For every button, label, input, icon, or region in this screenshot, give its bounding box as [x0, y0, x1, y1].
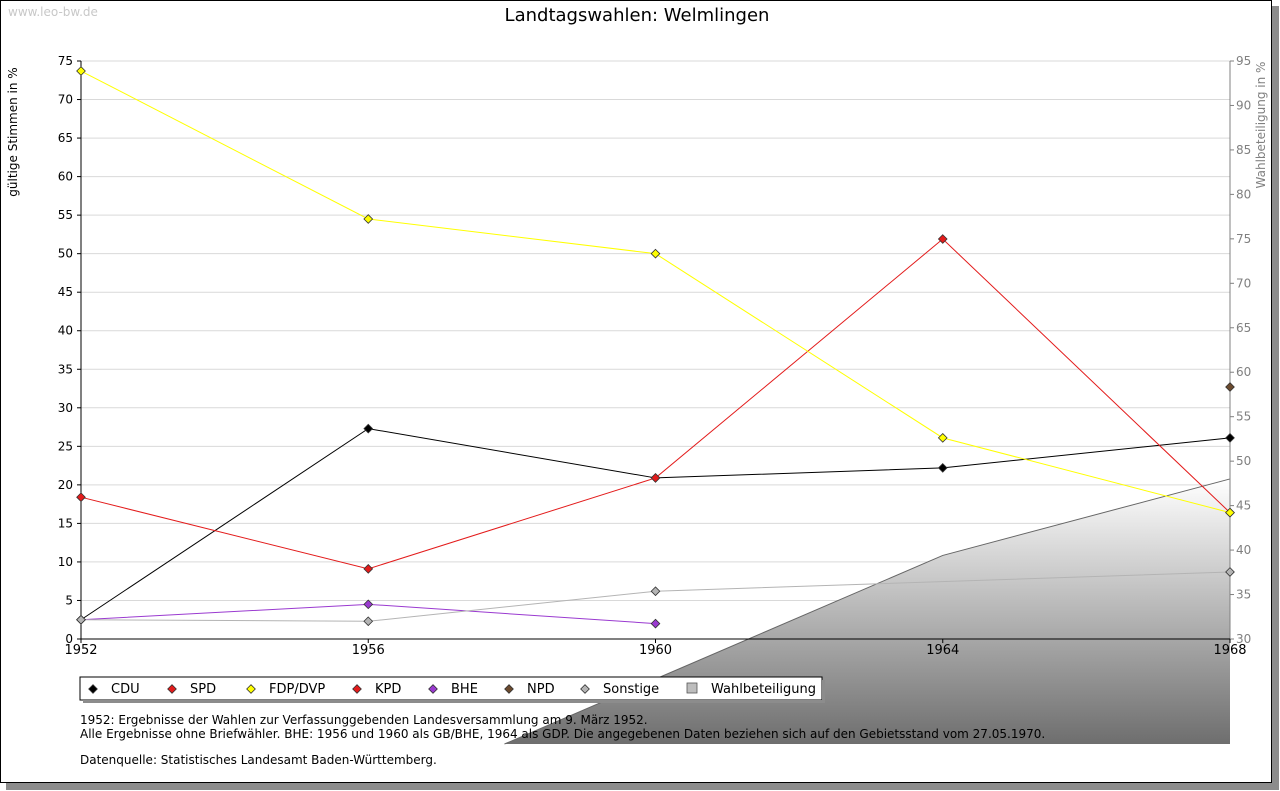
point-spd-1952	[76, 492, 86, 503]
point-fdp-dvp-1952	[76, 66, 86, 76]
y-tick-label-50: 50	[58, 247, 73, 261]
legend-label-npd: NPD	[527, 682, 555, 697]
y-tick-label-45: 45	[58, 285, 73, 299]
source-note: Datenquelle: Statistisches Landesamt Bad…	[80, 753, 437, 767]
point-fdp-dvp-1956	[363, 214, 374, 224]
legend-label-sonstige: Sonstige	[603, 682, 659, 697]
turnout-line	[504, 478, 1231, 745]
point-cdu-1964	[937, 463, 948, 473]
point-sonstige-1956	[363, 616, 374, 627]
y2-tick-label-85: 85	[1236, 143, 1251, 157]
point-fdp-dvp-1964	[937, 432, 948, 443]
series-line-spd	[80, 238, 1231, 570]
y-tick-label-60: 60	[58, 170, 73, 184]
y2-tick-label-50: 50	[1236, 454, 1251, 468]
y2-tick-label-40: 40	[1236, 543, 1251, 557]
watermark: www.leo-bw.de	[8, 5, 98, 19]
point-spd-1960	[650, 473, 661, 483]
y-tick-label-40: 40	[58, 324, 73, 338]
series-points	[76, 66, 1235, 629]
point-cdu-1968	[1225, 432, 1235, 443]
legend-marker-cdu	[88, 684, 98, 694]
y2-tick-label-90: 90	[1236, 98, 1251, 112]
point-fdp-dvp-1960	[650, 248, 661, 259]
y2-tick-label-80: 80	[1236, 187, 1251, 201]
y2-tick-label-35: 35	[1236, 588, 1251, 602]
legend-shadow-bottom	[83, 700, 824, 703]
legend-marker-fdp-dvp	[246, 684, 256, 694]
y2-tick-label-95: 95	[1236, 54, 1251, 68]
x-tick-label-1964: 1964	[926, 643, 959, 658]
x-tick-label-1968: 1968	[1213, 643, 1246, 658]
y2-tick-label-75: 75	[1236, 232, 1251, 246]
y2-tick-label-65: 65	[1236, 321, 1251, 335]
y2-axis-label: Wahlbeteiligung in %	[1254, 62, 1268, 189]
x-tick-label-1956: 1956	[352, 643, 385, 658]
legend-marker-wahlbeteiligung	[686, 682, 698, 694]
y2-tick-label-55: 55	[1236, 410, 1251, 424]
note-line-2: Alle Ergebnisse ohne Briefwähler. BHE: 1…	[80, 727, 1045, 741]
note-line-1: 1952: Ergebnisse der Wahlen zur Verfassu…	[80, 713, 648, 727]
point-sonstige-1960	[650, 586, 661, 597]
legend-label-cdu: CDU	[111, 682, 140, 697]
point-sonstige-1952	[76, 614, 86, 625]
y-tick-label-70: 70	[58, 93, 73, 107]
legend-label-kpd: KPD	[375, 682, 401, 697]
y2-tick-label-45: 45	[1236, 499, 1251, 513]
legend-label-fdp-dvp: FDP/DVP	[269, 682, 325, 697]
y2-tick-label-30: 30	[1236, 632, 1251, 646]
y-tick-label-55: 55	[58, 208, 73, 222]
y-tick-label-5: 5	[65, 593, 73, 607]
legend-shadow-right	[822, 680, 825, 703]
x-tick-label-1960: 1960	[639, 643, 672, 658]
y2-tick-label-70: 70	[1236, 276, 1251, 290]
y-tick-label-25: 25	[58, 439, 73, 453]
y-tick-label-30: 30	[58, 401, 73, 415]
y-tick-label-65: 65	[58, 131, 73, 145]
y2-tick-label-60: 60	[1236, 365, 1251, 379]
frame-shadow-right	[1272, 6, 1279, 790]
chart-title: Landtagswahlen: Welmlingen	[505, 5, 770, 26]
point-spd-1956	[363, 564, 374, 574]
point-spd-1964	[937, 234, 948, 244]
y-axis-label: gültige Stimmen in %	[6, 67, 20, 196]
legend-marker-npd	[504, 684, 514, 694]
point-fdp-dvp-1968	[1225, 507, 1235, 518]
legend-marker-spd	[167, 684, 177, 694]
y-tick-label-0: 0	[65, 632, 73, 646]
legend-marker-kpd	[352, 684, 362, 694]
y-tick-label-75: 75	[58, 54, 73, 68]
legend-label-spd: SPD	[190, 682, 216, 697]
y-tick-label-10: 10	[58, 555, 73, 569]
y-tick-label-35: 35	[58, 362, 73, 376]
point-bhe-1956	[363, 599, 374, 610]
frame-shadow-bottom	[6, 783, 1279, 790]
point-npd-1968	[1225, 382, 1235, 392]
axes: 0 5 10 15 20 25 30 35 40 45 50 55 60 65 70 75 30 35 40 45 50…	[58, 54, 1252, 658]
legend-marker-sonstige	[580, 684, 590, 694]
legend: CDU SPD FDP/DVP KPD BHE NPD Sonstige Wahlbeteil…	[79, 676, 825, 703]
point-sonstige-1968	[1225, 567, 1235, 577]
point-bhe-1960	[650, 618, 661, 629]
turnout-area	[504, 478, 1230, 744]
turnout-area-layer	[504, 478, 1231, 745]
point-cdu-1956	[363, 423, 374, 434]
x-tick-label-1952: 1952	[64, 643, 97, 658]
legend-label-wahlbeteiligung: Wahlbeteiligung	[711, 682, 816, 697]
series-line-sonstige	[80, 571, 1231, 622]
legend-marker-bhe	[428, 684, 438, 694]
y-tick-label-15: 15	[58, 516, 73, 530]
y-tick-label-20: 20	[58, 478, 73, 492]
legend-label-bhe: BHE	[451, 682, 478, 697]
